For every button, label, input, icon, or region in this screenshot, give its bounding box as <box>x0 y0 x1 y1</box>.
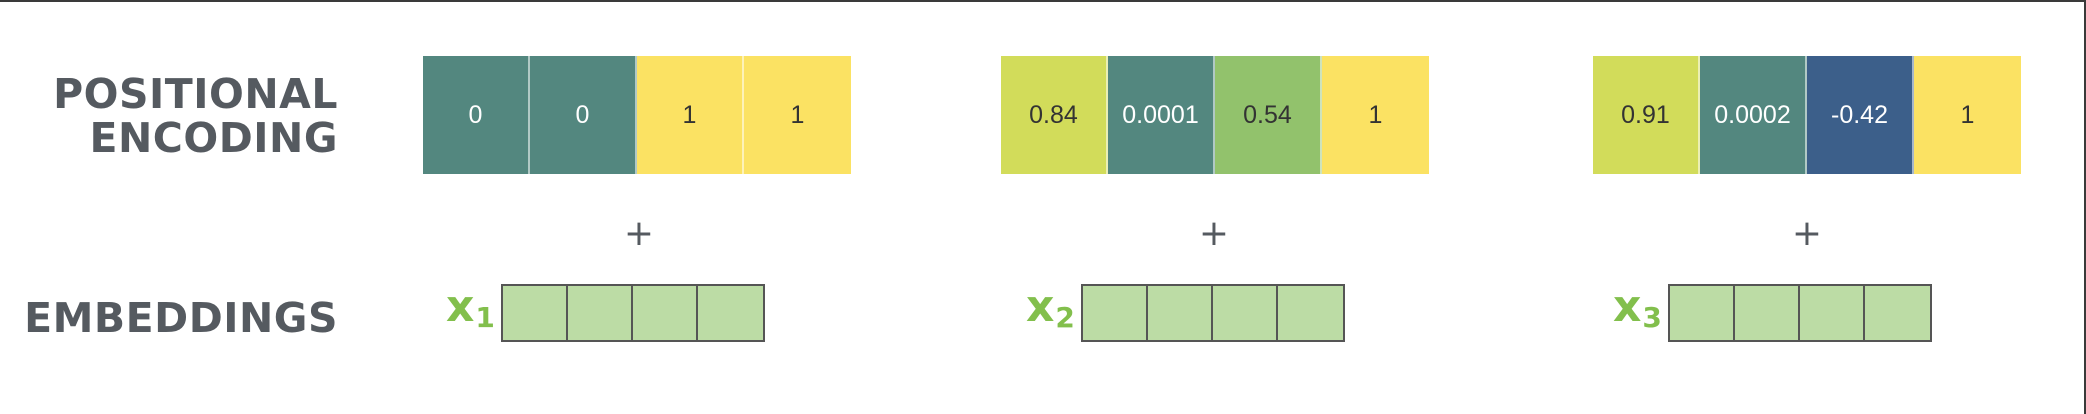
embedding-label-x2: x2 <box>1026 285 1075 342</box>
embedding-1: x1 <box>446 284 765 342</box>
embedding-cell <box>503 286 568 340</box>
x-subscript: 3 <box>1642 301 1662 334</box>
positional-encoding-label: POSITIONAL ENCODING <box>53 72 338 160</box>
encoding-cell: 0 <box>423 56 530 174</box>
embeddings-label: EMBEDDINGS <box>24 294 338 342</box>
embedding-cell <box>1670 286 1735 340</box>
encoding-cell: 1 <box>637 56 744 174</box>
positional-encoding-vector-3: 0.91 0.0002 -0.42 1 <box>1593 56 2021 174</box>
positional-encoding-label-line1: POSITIONAL <box>53 70 338 118</box>
embedding-cell <box>568 286 633 340</box>
encoding-cell: 0.0002 <box>1700 56 1807 174</box>
encoding-cell: 0.84 <box>1001 56 1108 174</box>
x-subscript: 2 <box>1055 301 1075 334</box>
embedding-vector-3 <box>1667 284 1932 342</box>
x-base: x <box>446 281 475 332</box>
plus-sign-2: + <box>1198 213 1230 254</box>
embedding-cell <box>698 286 763 340</box>
encoding-cell: -0.42 <box>1807 56 1914 174</box>
embedding-2: x2 <box>1026 284 1345 342</box>
positional-encoding-vector-1: 0 0 1 1 <box>423 56 851 174</box>
embedding-cell <box>1148 286 1213 340</box>
encoding-cell: 0.0001 <box>1108 56 1215 174</box>
embedding-cell <box>1083 286 1148 340</box>
encoding-cell: 0.54 <box>1215 56 1322 174</box>
encoding-cell: 1 <box>744 56 851 174</box>
x-base: x <box>1026 281 1055 332</box>
encoding-cell: 1 <box>1322 56 1429 174</box>
embedding-cell <box>1735 286 1800 340</box>
plus-sign-3: + <box>1791 213 1823 254</box>
embedding-label-x1: x1 <box>446 285 495 342</box>
embedding-vector-2 <box>1080 284 1345 342</box>
embedding-label-x3: x3 <box>1613 285 1662 342</box>
encoding-cell: 0 <box>530 56 637 174</box>
embedding-cell <box>633 286 698 340</box>
x-base: x <box>1613 281 1642 332</box>
embedding-3: x3 <box>1613 284 1932 342</box>
positional-encoding-vector-2: 0.84 0.0001 0.54 1 <box>1001 56 1429 174</box>
embedding-cell <box>1800 286 1865 340</box>
embedding-vector-1 <box>500 284 765 342</box>
plus-sign-1: + <box>623 213 655 254</box>
embedding-cell <box>1865 286 1930 340</box>
embedding-cell <box>1278 286 1343 340</box>
x-subscript: 1 <box>475 301 495 334</box>
encoding-cell: 1 <box>1914 56 2021 174</box>
embedding-cell <box>1213 286 1278 340</box>
positional-encoding-label-line2: ENCODING <box>89 114 338 162</box>
encoding-cell: 0.91 <box>1593 56 1700 174</box>
